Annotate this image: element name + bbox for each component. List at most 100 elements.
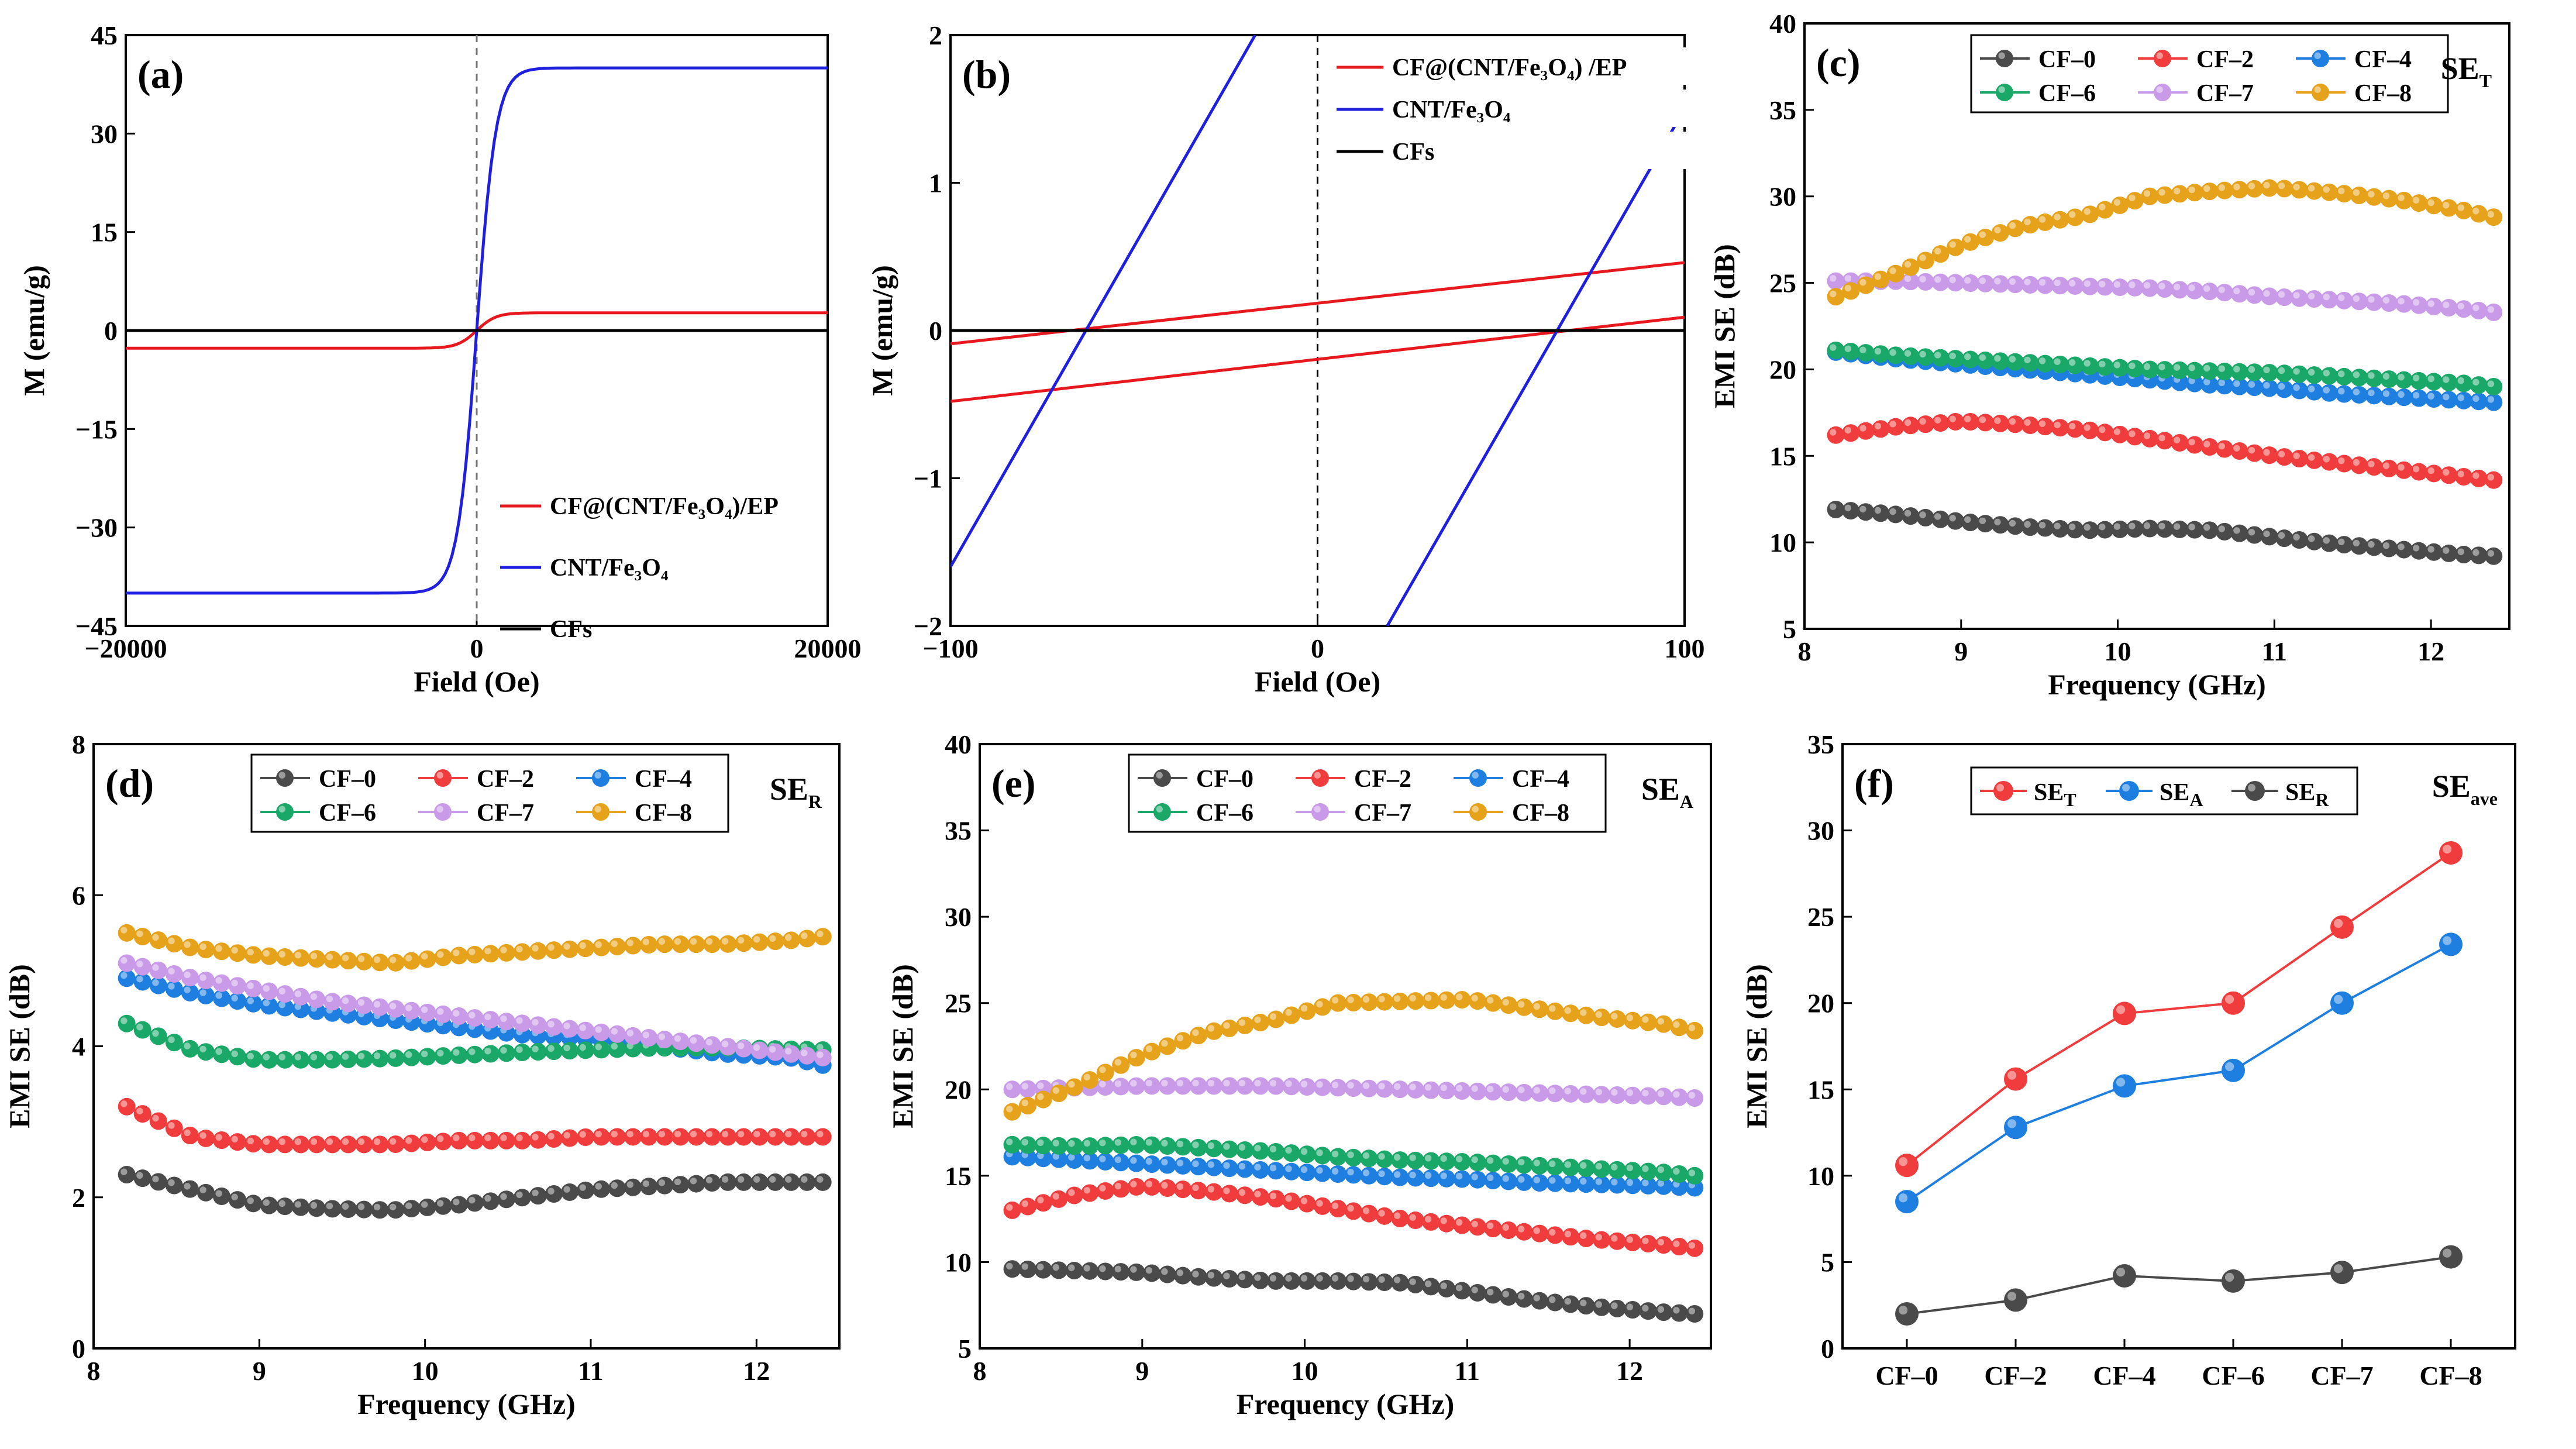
x-tick-label: CF–4 — [2093, 1361, 2155, 1391]
highlight — [1949, 515, 1956, 522]
highlight — [1316, 1167, 1323, 1174]
highlight — [247, 948, 254, 956]
highlight — [1207, 1161, 1215, 1168]
highlight — [547, 944, 555, 951]
data-point — [2330, 1261, 2354, 1285]
highlight — [2412, 545, 2420, 552]
highlight — [1688, 1307, 1696, 1314]
data-point — [1236, 1141, 1254, 1159]
data-point — [371, 1201, 389, 1219]
x-tick-label: 11 — [578, 1356, 603, 1386]
highlight — [1238, 1079, 1246, 1087]
legend-label: CF–4 — [635, 766, 692, 793]
data-point — [355, 1135, 373, 1154]
data-point — [2485, 378, 2503, 395]
highlight — [278, 987, 286, 995]
data-point — [1546, 1293, 1564, 1312]
legend-label: CF–8 — [2354, 80, 2412, 107]
x-axis-label: Frequency (GHz) — [2048, 668, 2266, 701]
data-point — [323, 951, 342, 969]
highlight — [2054, 279, 2061, 287]
highlight — [1642, 1305, 1649, 1312]
data-point — [814, 1048, 832, 1066]
data-point — [1313, 1164, 1331, 1182]
data-point — [1406, 1080, 1424, 1099]
highlight — [2412, 374, 2420, 381]
highlight — [674, 1035, 681, 1042]
data-point — [2350, 456, 2368, 474]
highlight — [1471, 1220, 1478, 1228]
data-point — [1686, 1021, 1704, 1040]
y-tick-label: −45 — [75, 611, 118, 641]
highlight — [1161, 1158, 1168, 1166]
data-point — [2246, 286, 2264, 304]
highlight — [1052, 1140, 1060, 1147]
data-point — [1406, 1169, 1424, 1187]
data-point — [2051, 419, 2069, 437]
highlight — [1487, 1222, 1494, 1230]
highlight — [2129, 362, 2136, 369]
highlight — [1471, 994, 1478, 1002]
data-point — [244, 979, 263, 997]
data-point — [1500, 996, 1518, 1014]
data-point — [593, 1180, 611, 1198]
highlight — [1192, 1184, 1199, 1192]
highlight — [500, 947, 507, 954]
data-point — [2485, 471, 2503, 489]
y-tick-label: 40 — [1769, 9, 1796, 39]
highlight — [2353, 295, 2360, 302]
highlight — [1440, 1084, 1447, 1092]
highlight — [342, 1203, 349, 1210]
x-tick-label: 8 — [87, 1356, 101, 1386]
highlight — [1099, 1155, 1106, 1162]
data-point — [2246, 526, 2264, 544]
data-point — [1282, 1272, 1300, 1290]
highlight — [737, 1176, 745, 1183]
series-0 — [1895, 841, 2463, 1178]
highlight — [1424, 1084, 1432, 1091]
highlight — [342, 997, 349, 1004]
highlight — [2308, 386, 2315, 393]
highlight — [2248, 447, 2255, 454]
data-point — [2186, 521, 2204, 539]
data-point — [1406, 992, 1424, 1010]
highlight — [310, 952, 318, 960]
highlight — [2323, 537, 2330, 544]
highlight — [1393, 1212, 1401, 1219]
highlight — [1316, 1200, 1323, 1207]
highlight — [421, 1050, 428, 1058]
highlight — [247, 1052, 254, 1060]
data-point — [2006, 219, 2024, 238]
data-point — [1469, 1171, 1487, 1189]
highlight — [1979, 231, 1986, 238]
data-point — [1127, 1154, 1145, 1172]
data-point — [197, 1129, 215, 1147]
data-point — [2425, 297, 2443, 315]
data-point — [1453, 1082, 1471, 1100]
x-tick-label: 0 — [470, 634, 484, 663]
data-point — [2081, 421, 2099, 439]
data-point — [1344, 1272, 1362, 1290]
data-point — [1886, 418, 1905, 436]
highlight — [2398, 298, 2405, 305]
highlight — [1223, 1187, 1230, 1195]
data-point — [1329, 1200, 1347, 1218]
highlight — [1502, 999, 1509, 1006]
highlight — [2487, 211, 2495, 218]
highlight — [1114, 1139, 1122, 1146]
x-tick-label: 12 — [1616, 1356, 1643, 1386]
data-point — [133, 1169, 151, 1188]
highlight — [2487, 396, 2495, 403]
data-point — [2455, 545, 2473, 563]
highlight — [1316, 1081, 1323, 1088]
data-point — [2305, 182, 2323, 200]
data-point — [2200, 283, 2219, 301]
highlight — [278, 806, 285, 813]
data-point — [2246, 444, 2264, 462]
highlight — [1830, 429, 1837, 436]
highlight — [626, 1030, 634, 1037]
highlight — [326, 1138, 333, 1145]
data-point — [2036, 418, 2054, 436]
highlight — [1472, 772, 1479, 779]
legend-marker — [1469, 769, 1487, 787]
